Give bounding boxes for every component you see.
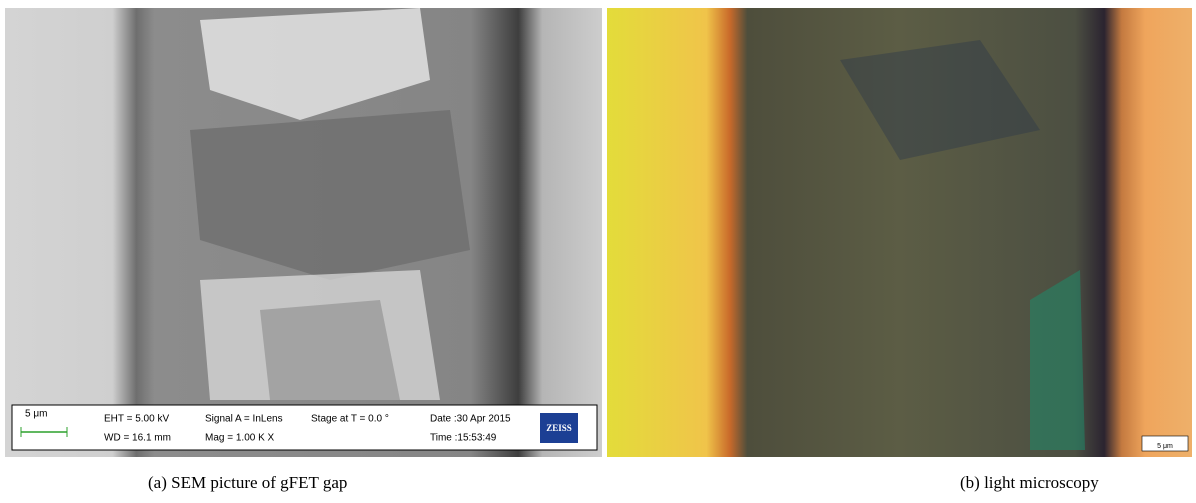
info-text: WD = 16.1 mm: [104, 433, 171, 444]
info-text: Date :30 Apr 2015: [430, 414, 511, 425]
info-text: EHT = 5.00 kV: [104, 414, 169, 425]
scale-label: 5 μm: [25, 409, 47, 420]
info-text: Mag = 1.00 K X: [205, 433, 275, 444]
lm-panel: 5 μm: [607, 8, 1192, 457]
info-bar: [12, 405, 597, 450]
sem-panel: 5 μm EHT = 5.00 kV WD = 16.1 mm Signal A…: [5, 8, 602, 457]
info-text: Stage at T = 0.0 °: [311, 414, 389, 425]
logo: ZEISS: [546, 423, 572, 433]
scale-label: 5 μm: [1157, 443, 1173, 450]
info-text: Signal A = InLens: [205, 414, 283, 425]
info-text: Time :15:53:49: [430, 433, 497, 444]
flake: [260, 300, 400, 400]
caption: (b) light microscopy: [960, 473, 1099, 492]
flake: [1030, 270, 1085, 450]
caption: (a) SEM picture of gFET gap: [148, 473, 347, 492]
figure: 5 μm EHT = 5.00 kV WD = 16.1 mm Signal A…: [0, 0, 1196, 498]
